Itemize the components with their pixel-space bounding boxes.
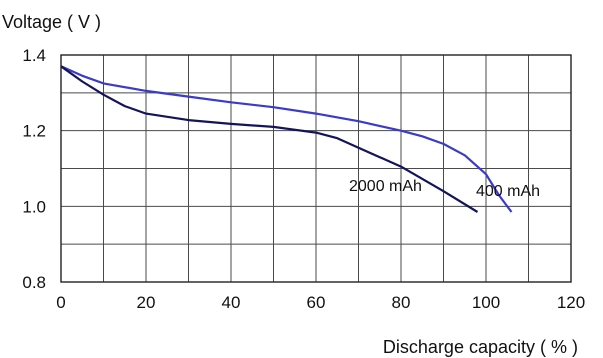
x-tick-label: 120 (557, 293, 585, 312)
y-axis-title: Voltage ( V ) (2, 12, 101, 32)
tick-labels: 0 20 40 60 80 100 120 0.8 1.0 1.2 1.4 (22, 46, 585, 312)
series-label-400mah: 400 mAh (476, 183, 540, 200)
series-label-2000mah: 2000 mAh (349, 178, 422, 195)
x-tick-label: 0 (56, 293, 65, 312)
x-tick-label: 100 (472, 293, 500, 312)
x-tick-label: 60 (307, 293, 326, 312)
x-tick-label: 40 (222, 293, 241, 312)
x-tick-label: 80 (392, 293, 411, 312)
y-tick-label: 1.4 (22, 46, 46, 65)
x-tick-label: 20 (137, 293, 156, 312)
y-tick-label: 1.0 (22, 197, 46, 216)
y-tick-label: 1.2 (22, 122, 46, 141)
series-line-2000mah (60, 65, 479, 213)
series-lines (60, 65, 513, 213)
grid (60, 54, 572, 283)
x-axis-title: Discharge capacity ( % ) (383, 337, 578, 357)
series-line-400mah (60, 65, 513, 213)
plot-frame (60, 54, 572, 283)
y-tick-label: 0.8 (22, 273, 46, 292)
